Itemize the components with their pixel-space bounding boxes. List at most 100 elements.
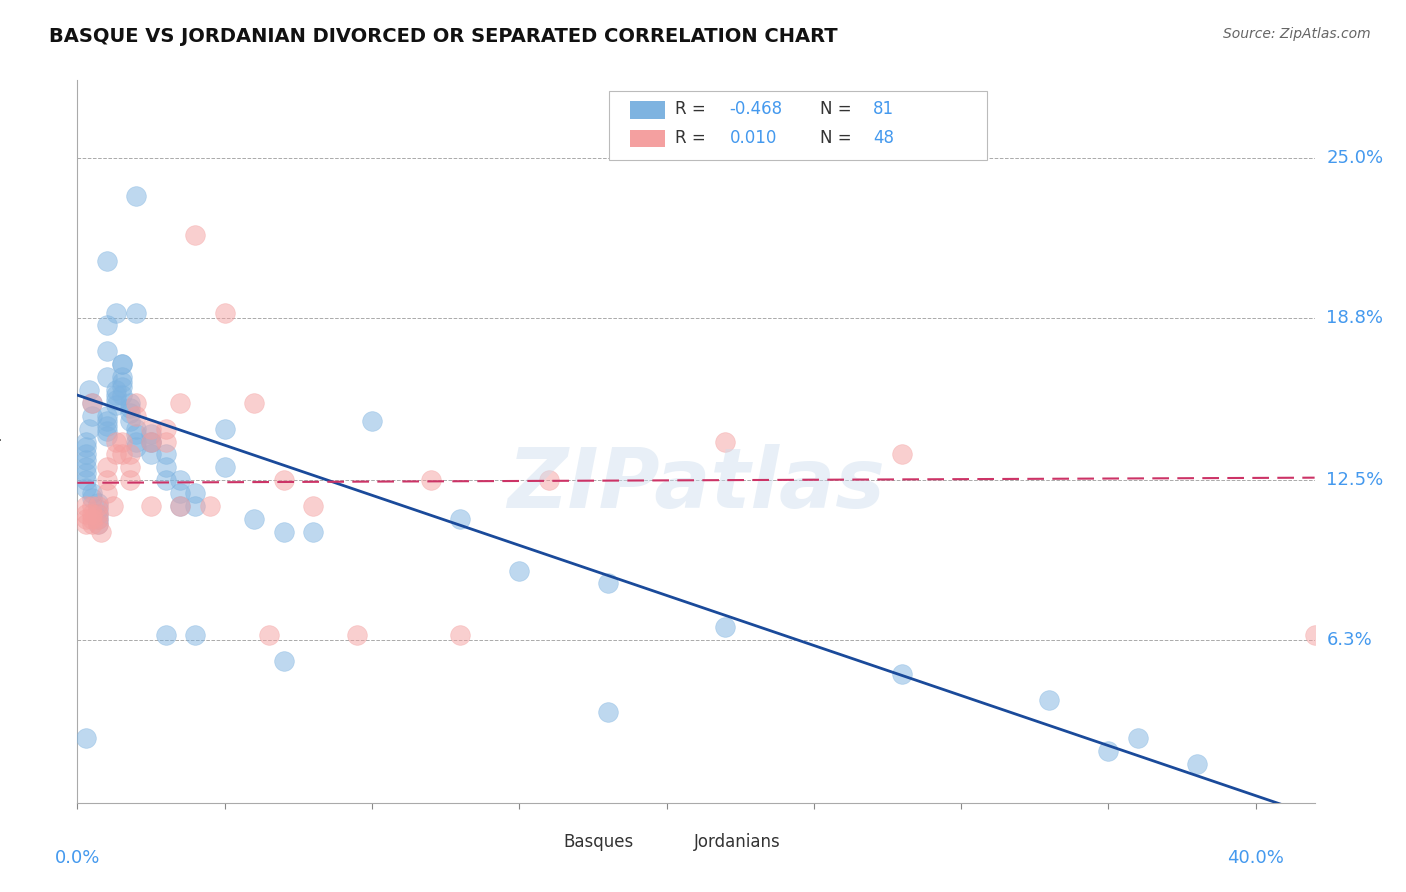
Point xyxy=(169,473,191,487)
Point xyxy=(125,434,148,449)
Point xyxy=(120,401,142,415)
FancyBboxPatch shape xyxy=(609,91,987,160)
Point xyxy=(87,507,110,521)
Point xyxy=(243,396,266,410)
Point xyxy=(155,460,177,475)
Point xyxy=(87,499,110,513)
Bar xyxy=(630,101,665,119)
Point xyxy=(302,499,325,513)
Point xyxy=(169,396,191,410)
Point xyxy=(257,628,280,642)
Point xyxy=(96,473,118,487)
Bar xyxy=(529,834,557,850)
Point xyxy=(80,409,103,423)
Point xyxy=(155,628,177,642)
Point xyxy=(596,706,619,720)
Text: R =: R = xyxy=(675,100,711,118)
Point xyxy=(96,419,118,434)
Point xyxy=(104,383,127,397)
Point xyxy=(243,512,266,526)
Point xyxy=(1097,744,1119,758)
Point xyxy=(87,507,110,521)
Point xyxy=(110,357,132,371)
Point xyxy=(184,628,207,642)
Point xyxy=(75,466,97,480)
Point xyxy=(75,731,97,746)
Point xyxy=(75,434,97,449)
Point xyxy=(139,434,162,449)
Point xyxy=(1185,757,1208,772)
Point xyxy=(214,460,236,475)
Point xyxy=(125,440,148,454)
Point xyxy=(120,406,142,420)
Point xyxy=(110,434,132,449)
Text: 6.3%: 6.3% xyxy=(1326,632,1372,649)
Point xyxy=(120,414,142,428)
Point xyxy=(714,434,737,449)
Point xyxy=(96,318,118,333)
Text: Jordanians: Jordanians xyxy=(693,833,780,851)
Bar xyxy=(630,130,665,147)
Text: N =: N = xyxy=(820,100,856,118)
Point xyxy=(110,380,132,394)
Point xyxy=(714,620,737,634)
Point xyxy=(75,481,97,495)
Point xyxy=(96,460,118,475)
Point xyxy=(184,228,207,243)
Point xyxy=(96,370,118,384)
Point xyxy=(891,447,914,461)
Point xyxy=(104,447,127,461)
Point xyxy=(139,499,162,513)
Point xyxy=(125,409,148,423)
Point xyxy=(419,473,441,487)
Point xyxy=(80,486,103,500)
Point xyxy=(77,422,100,436)
Point xyxy=(104,434,127,449)
Point xyxy=(87,501,110,516)
Text: ZIPatlas: ZIPatlas xyxy=(508,444,884,525)
Text: Source: ZipAtlas.com: Source: ZipAtlas.com xyxy=(1223,27,1371,41)
Point xyxy=(273,473,295,487)
Point xyxy=(87,512,110,526)
Point xyxy=(104,305,127,319)
Point xyxy=(80,499,103,513)
Point xyxy=(596,576,619,591)
Point xyxy=(77,383,100,397)
Text: 12.5%: 12.5% xyxy=(1326,471,1384,489)
Point xyxy=(87,517,110,532)
Point xyxy=(75,517,97,532)
Text: 48: 48 xyxy=(873,129,894,147)
Point xyxy=(96,414,118,428)
Point xyxy=(139,434,162,449)
Point xyxy=(125,422,148,436)
Text: 25.0%: 25.0% xyxy=(1326,149,1384,167)
Point xyxy=(1303,628,1326,642)
Point xyxy=(80,512,103,526)
Point xyxy=(361,414,384,428)
Point xyxy=(96,254,118,268)
Point xyxy=(75,499,97,513)
Point xyxy=(139,434,162,449)
Point xyxy=(87,512,110,526)
Point xyxy=(273,524,295,539)
Text: R =: R = xyxy=(675,129,711,147)
Point xyxy=(80,396,103,410)
Point xyxy=(273,654,295,668)
Point xyxy=(75,452,97,467)
Point xyxy=(120,460,142,475)
Point xyxy=(891,666,914,681)
Text: 18.8%: 18.8% xyxy=(1326,309,1384,326)
Point xyxy=(346,628,368,642)
Point xyxy=(155,434,177,449)
Point xyxy=(169,486,191,500)
Point xyxy=(120,396,142,410)
Point xyxy=(110,388,132,402)
Point xyxy=(75,473,97,487)
Point xyxy=(120,473,142,487)
Point xyxy=(96,344,118,359)
Point xyxy=(75,460,97,475)
Point xyxy=(169,499,191,513)
Point xyxy=(75,447,97,461)
Text: 81: 81 xyxy=(873,100,894,118)
Point xyxy=(169,499,191,513)
